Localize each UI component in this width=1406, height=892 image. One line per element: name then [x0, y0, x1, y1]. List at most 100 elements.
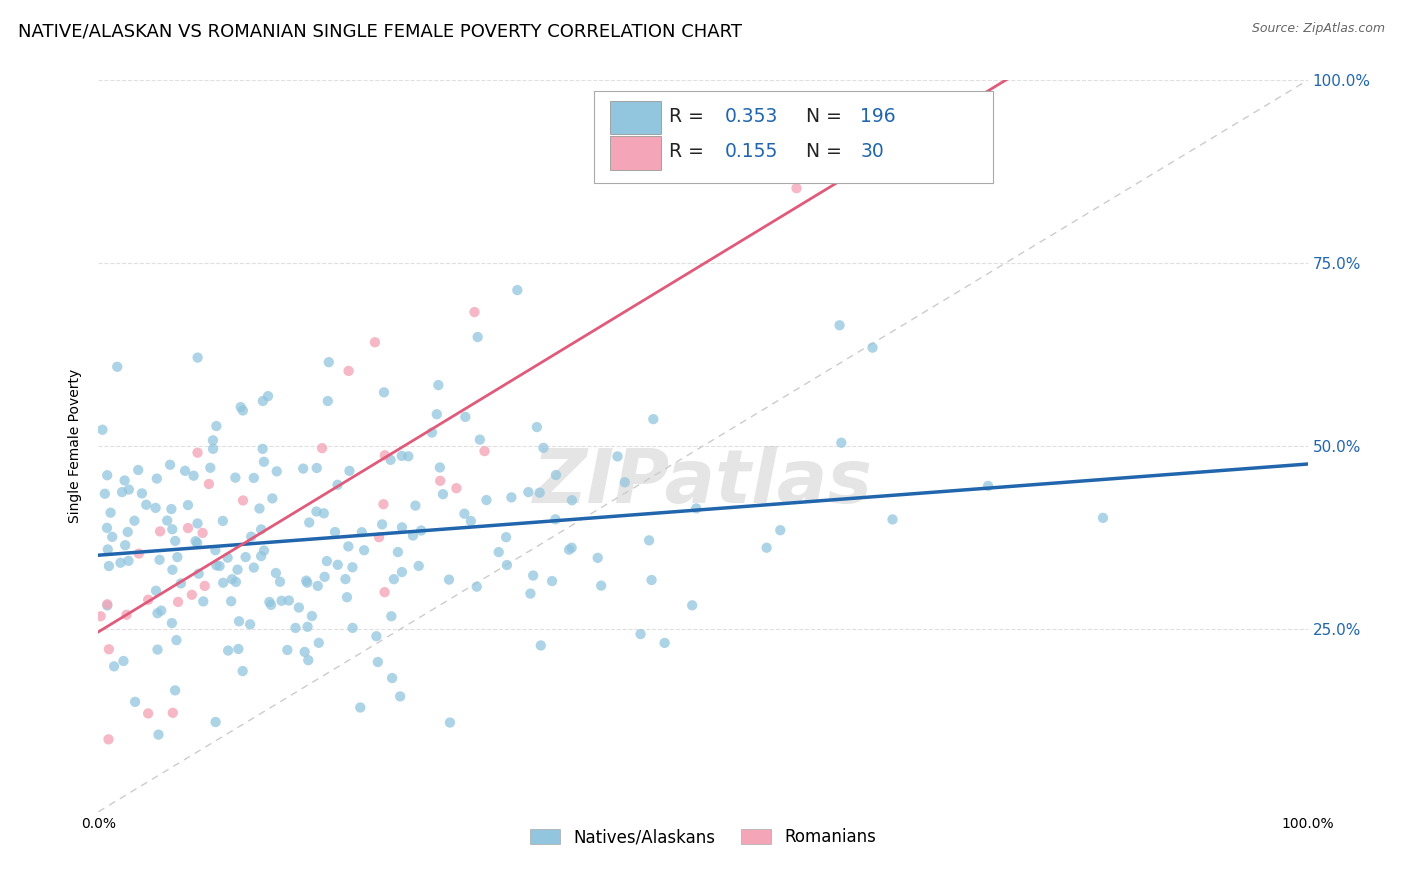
- Point: [544, 467, 567, 482]
- Point: [786, 181, 808, 195]
- Point: [200, 460, 222, 475]
- FancyBboxPatch shape: [610, 136, 661, 169]
- Text: NATIVE/ALASKAN VS ROMANIAN SINGLE FEMALE POVERTY CORRELATION CHART: NATIVE/ALASKAN VS ROMANIAN SINGLE FEMALE…: [18, 22, 742, 40]
- Point: [544, 512, 567, 526]
- Point: [118, 483, 141, 497]
- Point: [526, 420, 548, 434]
- Point: [100, 506, 122, 520]
- Point: [96, 468, 118, 483]
- Point: [243, 471, 266, 485]
- Point: [367, 655, 389, 669]
- Point: [162, 522, 184, 536]
- Point: [318, 355, 340, 369]
- Point: [276, 643, 298, 657]
- Point: [769, 523, 792, 537]
- Point: [522, 568, 544, 582]
- Point: [463, 305, 485, 319]
- Point: [165, 683, 187, 698]
- Point: [591, 579, 613, 593]
- Point: [112, 654, 135, 668]
- Point: [446, 481, 468, 495]
- Point: [381, 671, 404, 685]
- Point: [460, 514, 482, 528]
- Point: [533, 441, 555, 455]
- Point: [127, 463, 149, 477]
- Point: [110, 556, 132, 570]
- Point: [429, 460, 451, 475]
- Point: [613, 475, 636, 490]
- Point: [253, 543, 276, 558]
- Point: [266, 464, 288, 478]
- Text: 196: 196: [860, 107, 896, 127]
- Point: [96, 521, 118, 535]
- Point: [114, 474, 136, 488]
- Point: [194, 579, 217, 593]
- Point: [439, 715, 461, 730]
- Point: [160, 502, 183, 516]
- Text: 0.155: 0.155: [724, 143, 778, 161]
- Point: [260, 598, 283, 612]
- Point: [186, 536, 208, 550]
- Point: [382, 572, 405, 586]
- Point: [335, 572, 357, 586]
- Point: [262, 491, 284, 506]
- Point: [292, 461, 315, 475]
- Point: [396, 450, 419, 464]
- Point: [97, 542, 120, 557]
- Point: [501, 491, 523, 505]
- Point: [232, 403, 254, 417]
- Point: [187, 351, 209, 365]
- Point: [257, 389, 280, 403]
- Point: [240, 530, 263, 544]
- Point: [301, 609, 323, 624]
- Point: [389, 690, 412, 704]
- Point: [312, 506, 335, 520]
- Point: [882, 512, 904, 526]
- Point: [336, 591, 359, 605]
- Point: [201, 434, 224, 448]
- Point: [454, 409, 477, 424]
- Point: [232, 664, 254, 678]
- Point: [391, 565, 413, 579]
- Legend: Natives/Alaskans, Romanians: Natives/Alaskans, Romanians: [522, 820, 884, 855]
- Point: [205, 419, 228, 434]
- Point: [212, 575, 235, 590]
- Point: [115, 607, 138, 622]
- Point: [235, 550, 257, 565]
- Point: [184, 534, 207, 549]
- Point: [643, 412, 665, 426]
- Point: [437, 573, 460, 587]
- Point: [475, 493, 498, 508]
- Point: [264, 566, 287, 580]
- Point: [830, 435, 852, 450]
- Point: [250, 523, 273, 537]
- Y-axis label: Single Female Poverty: Single Female Poverty: [69, 369, 83, 523]
- Point: [162, 563, 184, 577]
- Point: [391, 449, 413, 463]
- Point: [253, 455, 276, 469]
- Point: [219, 594, 242, 608]
- Point: [217, 550, 239, 565]
- Point: [229, 400, 252, 414]
- Point: [211, 514, 233, 528]
- Point: [97, 559, 120, 574]
- Point: [517, 485, 540, 500]
- Point: [366, 629, 388, 643]
- Point: [225, 574, 247, 589]
- Point: [364, 335, 387, 350]
- Point: [217, 643, 239, 657]
- Point: [337, 364, 360, 378]
- Point: [640, 573, 662, 587]
- Point: [371, 517, 394, 532]
- Point: [561, 541, 583, 555]
- Point: [145, 500, 167, 515]
- FancyBboxPatch shape: [610, 101, 661, 135]
- Point: [342, 621, 364, 635]
- Point: [380, 609, 402, 624]
- Point: [183, 468, 205, 483]
- Point: [298, 516, 321, 530]
- Point: [136, 706, 159, 721]
- Point: [136, 592, 159, 607]
- Point: [316, 394, 339, 409]
- Point: [232, 493, 254, 508]
